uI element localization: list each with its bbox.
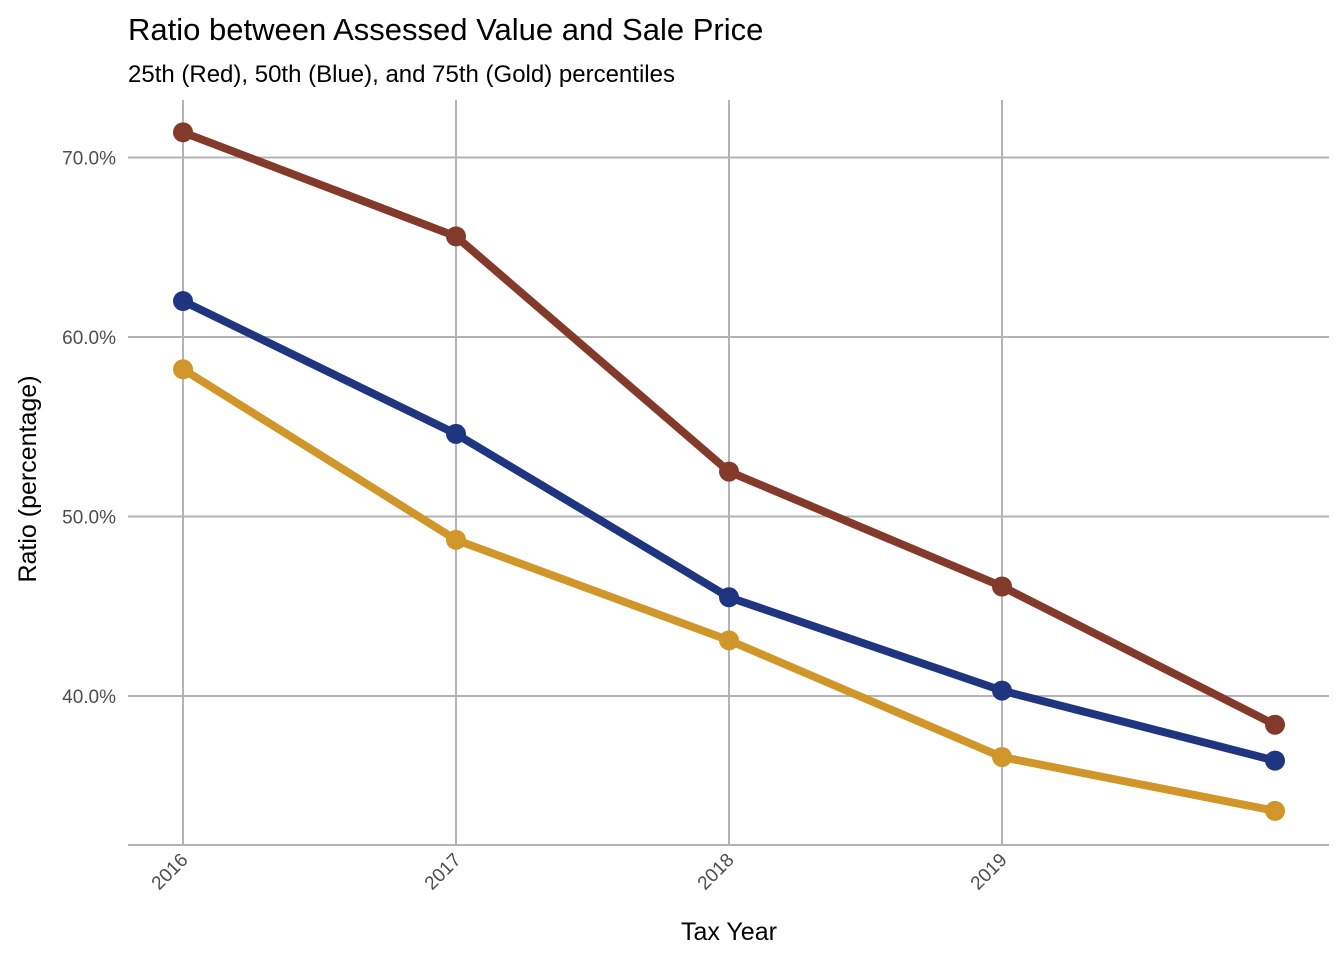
data-point (992, 576, 1012, 597)
data-point (1265, 800, 1285, 821)
chart-subtitle: 25th (Red), 50th (Blue), and 75th (Gold)… (128, 61, 675, 88)
y-axis-label: Ratio (percentage) (14, 375, 42, 582)
x-tick-label: 2019 (967, 850, 1012, 895)
data-point (719, 630, 739, 651)
x-tick-label: 2018 (694, 850, 739, 895)
data-point (173, 291, 193, 312)
x-tick-label: 2016 (148, 850, 193, 895)
data-point (446, 423, 466, 444)
data-point (446, 226, 466, 247)
x-tick-label: 2017 (421, 850, 466, 895)
data-point (992, 747, 1012, 768)
data-point (992, 680, 1012, 701)
data-point (173, 359, 193, 380)
data-point (173, 122, 193, 143)
data-point (1265, 750, 1285, 771)
series-layer (173, 122, 1285, 821)
y-tick-label: 50.0% (62, 507, 116, 528)
x-axis-label: Tax Year (681, 918, 777, 946)
data-point (719, 461, 739, 482)
data-point (1265, 714, 1285, 735)
data-point (446, 529, 466, 550)
y-tick-label: 40.0% (62, 687, 116, 708)
data-point (719, 587, 739, 608)
y-tick-label: 70.0% (62, 148, 116, 169)
grid (128, 100, 1329, 846)
ticks: 40.0% 50.0% 60.0% 70.0% 2016 2017 2018 2019 (62, 148, 1011, 894)
y-tick-label: 60.0% (62, 328, 116, 349)
chart-title: Ratio between Assessed Value and Sale Pr… (128, 12, 763, 47)
